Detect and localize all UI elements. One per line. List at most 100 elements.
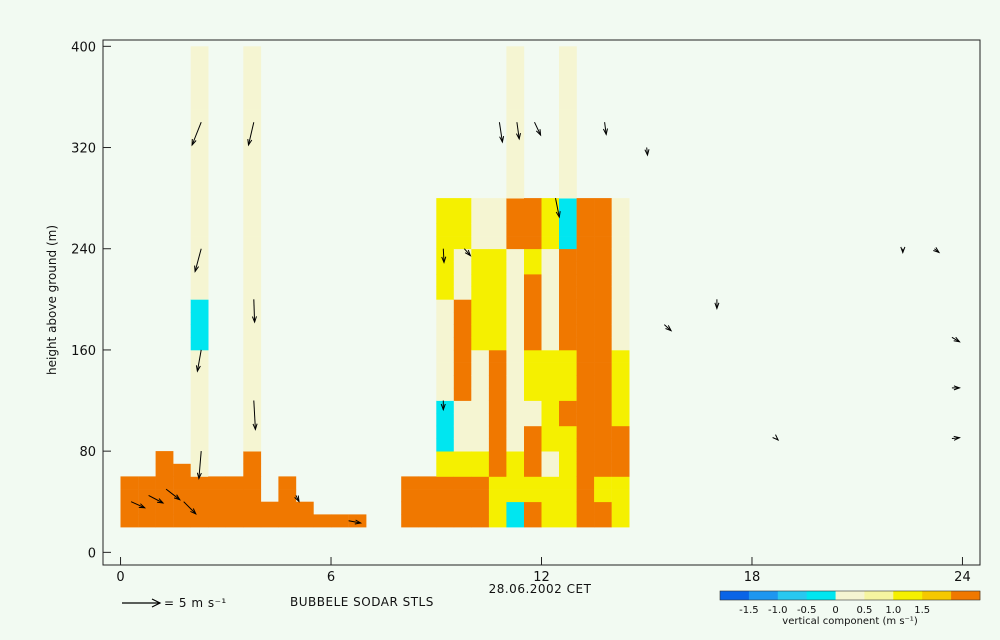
heatmap-cell (208, 501, 226, 515)
heatmap-cell (190, 312, 209, 325)
heatmap-cell (243, 425, 262, 439)
wind-vectors (130, 121, 961, 525)
heatmap-cell (190, 324, 209, 338)
heatmap-cell (471, 324, 490, 338)
heatmap-cell (471, 261, 490, 275)
heatmap-cell (190, 198, 209, 212)
heatmap-cell (559, 489, 577, 503)
heatmap-cell (559, 337, 577, 351)
heatmap-cell (243, 362, 262, 376)
heatmap-cell (243, 198, 262, 212)
heatmap-cell (190, 514, 209, 528)
heatmap-cell (611, 286, 630, 300)
heatmap-cell (418, 489, 437, 503)
heatmap-cell (576, 210, 595, 224)
heatmap-cell (436, 387, 455, 401)
heatmap-cell (190, 160, 209, 174)
heatmap-cell (243, 324, 262, 338)
heatmap-cell (611, 236, 630, 250)
heatmap-cell (243, 514, 262, 528)
heatmap-cell (488, 223, 507, 237)
heatmap-cell (541, 198, 560, 212)
heatmap-cell (208, 476, 226, 490)
heatmap-cell (559, 122, 577, 136)
heatmap-cell (559, 134, 577, 148)
wind-vector (663, 324, 672, 332)
heatmap-cell (576, 425, 595, 439)
heatmap-cell (594, 261, 612, 275)
heatmap-cell (559, 476, 577, 490)
heatmap-cell (559, 223, 577, 237)
wind-vector-head (535, 129, 542, 137)
heatmap-cell (506, 59, 525, 72)
heatmap-cell (243, 463, 262, 477)
heatmap-cell (541, 299, 560, 313)
wind-vector (253, 400, 256, 430)
heatmap-cell (436, 210, 455, 224)
heatmap-cell (471, 299, 490, 313)
heatmap-cell (506, 337, 525, 351)
heatmap-cell (471, 286, 490, 300)
heatmap-cell (506, 501, 525, 515)
y-tick-label: 160 (71, 344, 96, 359)
heatmap-cell (436, 312, 455, 325)
wind-vector (253, 299, 256, 323)
heatmap-cell (471, 236, 490, 250)
heatmap-cell (506, 362, 525, 376)
heatmap-cell (471, 210, 490, 224)
heatmap-cell (524, 400, 542, 414)
heatmap-cell (524, 274, 542, 287)
heatmap-cell (506, 236, 525, 250)
heatmap-cell (541, 210, 560, 224)
heatmap-cell (541, 514, 560, 528)
heatmap-cell (488, 438, 507, 452)
wind-vector-head (515, 132, 521, 141)
heatmap-cell (190, 261, 209, 275)
heatmap-cell (190, 71, 209, 85)
heatmap-cell (524, 501, 542, 515)
heatmap-cell (190, 425, 209, 439)
heatmap-cell (155, 501, 174, 515)
wind-vector-head (772, 434, 780, 442)
wind-vector (555, 198, 560, 218)
heatmap-cell (506, 210, 525, 224)
heatmap-cell (594, 400, 612, 414)
heatmap-cell (243, 172, 262, 186)
heatmap-cell (155, 489, 174, 503)
heatmap-cell (506, 286, 525, 300)
wind-vector-head (247, 139, 253, 147)
colorbar-swatch (835, 591, 865, 600)
heatmap-cell (559, 46, 577, 60)
heatmap-cell (436, 236, 455, 250)
heatmap-cell (541, 489, 560, 503)
y-axis: 0 80 160 240 320 400 (71, 40, 111, 561)
heatmap-cell (471, 400, 490, 414)
heatmap-cell (576, 349, 595, 363)
heatmap-cell (524, 248, 542, 262)
heatmap-cell (559, 185, 577, 199)
heatmap-cell (611, 438, 630, 452)
heatmap-cell (576, 198, 595, 212)
heatmap-cell (471, 198, 490, 212)
heatmap-cell (559, 160, 577, 174)
heatmap-cell (559, 172, 577, 186)
heatmap-cell (190, 400, 209, 414)
heatmap-cell (611, 514, 630, 528)
heatmap-cell (190, 59, 209, 72)
heatmap-cell (243, 413, 262, 427)
heatmap-cell (506, 160, 525, 174)
heatmap-cell (243, 349, 262, 363)
heatmap-cell (524, 210, 542, 224)
wind-vector-head (933, 247, 941, 254)
heatmap-cell (401, 514, 419, 528)
colorbar-swatch (720, 591, 750, 600)
heatmap-cell (243, 438, 262, 452)
heatmap-cell (436, 451, 455, 465)
heatmap-cell (243, 96, 262, 110)
heatmap-cell (243, 400, 262, 414)
heatmap-cell (331, 514, 349, 528)
heatmap-cell (436, 425, 455, 439)
heatmap-cell (471, 223, 490, 237)
heatmap-cell (401, 476, 419, 490)
